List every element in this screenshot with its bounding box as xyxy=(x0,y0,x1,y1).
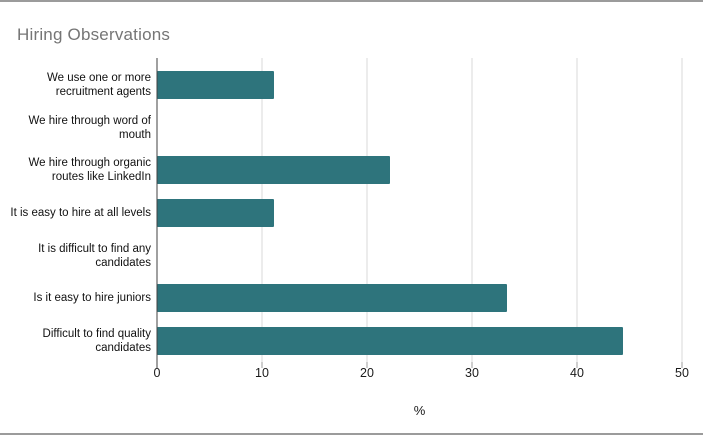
bar-0[interactable] xyxy=(157,71,274,100)
x-axis-tickmark xyxy=(576,362,578,368)
bar-row xyxy=(157,319,682,362)
category-label-text: It is easy to hire at all levels xyxy=(10,207,151,220)
bar-row xyxy=(157,64,682,107)
x-axis-title: % xyxy=(413,403,426,418)
category-label-text: Is it easy to hire juniors xyxy=(33,292,151,305)
category-label-text: It is difficult to find any candidates xyxy=(38,242,151,269)
x-axis-tick-labels: 0 10 20 30 40 50 xyxy=(153,366,689,381)
x-axis-tick-label: 20 xyxy=(360,366,374,380)
bar-row xyxy=(157,149,682,192)
x-axis-tickmark xyxy=(471,362,473,368)
bar-2[interactable] xyxy=(157,156,391,185)
category-label: We use one or more recruitment agents xyxy=(10,64,151,107)
gridline xyxy=(366,58,368,362)
gridline xyxy=(681,58,683,362)
x-axis-tickmark xyxy=(366,362,368,368)
x-axis-tickmark xyxy=(681,362,683,368)
window-top-border xyxy=(0,0,703,2)
x-axis-tickmark xyxy=(261,362,263,368)
category-label: Is it easy to hire juniors xyxy=(10,277,151,320)
category-label-text: We use one or more recruitment agents xyxy=(47,72,151,99)
category-label-text: Difficult to find quality candidates xyxy=(42,327,151,354)
bar-5[interactable] xyxy=(157,284,507,313)
bar-row xyxy=(157,192,682,235)
category-label: It is difficult to find any candidates xyxy=(10,234,151,277)
category-label: It is easy to hire at all levels xyxy=(10,192,151,235)
chart-title: Hiring Observations xyxy=(17,25,171,44)
x-axis-tick-label: 40 xyxy=(570,366,584,380)
x-axis-tick-label: 50 xyxy=(675,366,689,380)
bar-3[interactable] xyxy=(157,199,274,228)
bar-row xyxy=(157,234,682,277)
category-label: Difficult to find quality candidates xyxy=(10,319,151,362)
bar-row xyxy=(157,107,682,150)
category-label: We hire through organic routes like Link… xyxy=(10,149,151,192)
x-axis-tick-label: 30 xyxy=(465,366,479,380)
x-axis-tickmark xyxy=(156,362,158,368)
category-axis-labels: We use one or more recruitment agents We … xyxy=(10,64,151,362)
gridline xyxy=(471,58,473,362)
bar-6[interactable] xyxy=(157,326,624,355)
gridline xyxy=(576,58,578,362)
category-label: We hire through word of mouth xyxy=(10,107,151,150)
bar-row xyxy=(157,277,682,320)
bars-container xyxy=(157,64,682,362)
category-label-text: We hire through word of mouth xyxy=(28,114,151,141)
x-axis-tick-label: 0 xyxy=(153,366,161,380)
category-label-text: We hire through organic routes like Link… xyxy=(28,157,151,184)
y-axis-line xyxy=(156,58,158,362)
window-bottom-border xyxy=(0,433,703,435)
x-axis-tick-label: 10 xyxy=(255,366,269,380)
